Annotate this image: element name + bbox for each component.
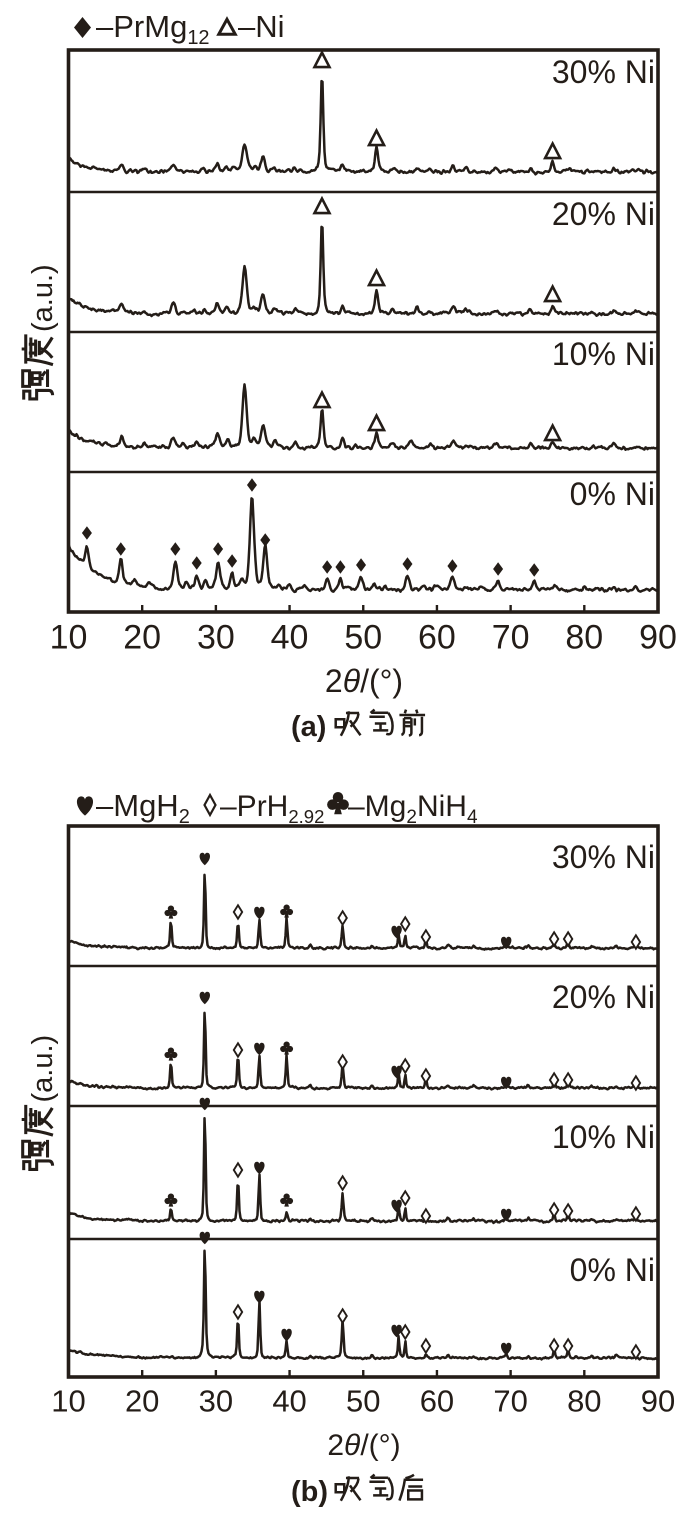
svg-text:90: 90: [639, 619, 677, 657]
svg-text:20% Ni: 20% Ni: [552, 979, 655, 1015]
svg-text:20: 20: [123, 619, 161, 657]
svg-text:30% Ni: 30% Ni: [552, 839, 655, 875]
svg-text:50: 50: [346, 1384, 380, 1419]
svg-text:–PrMg12: –PrMg12: [96, 9, 210, 49]
svg-text:2θ/(°): 2θ/(°): [325, 663, 403, 699]
svg-text:70: 70: [492, 619, 530, 657]
svg-text:60: 60: [418, 619, 456, 657]
svg-text:–MgH2: –MgH2: [96, 788, 190, 828]
svg-text:20: 20: [125, 1384, 159, 1419]
svg-text:50: 50: [344, 619, 382, 657]
svg-text:(a): (a): [291, 711, 326, 743]
svg-text:10% Ni: 10% Ni: [552, 1119, 655, 1155]
svg-text:(a.u.): (a.u.): [27, 264, 59, 332]
svg-text:10% Ni: 10% Ni: [552, 336, 655, 372]
svg-text:40: 40: [271, 619, 309, 657]
svg-text:30% Ni: 30% Ni: [552, 54, 655, 90]
svg-text:2θ/(°): 2θ/(°): [327, 1429, 400, 1462]
svg-text:–PrH2.92: –PrH2.92: [220, 790, 324, 827]
svg-text:80: 80: [567, 1384, 601, 1419]
svg-text:90: 90: [641, 1384, 675, 1419]
svg-text:80: 80: [565, 619, 603, 657]
svg-text:(a.u.): (a.u.): [27, 1035, 59, 1103]
svg-text:0% Ni: 0% Ni: [570, 476, 655, 512]
svg-text:(b): (b): [291, 1476, 328, 1508]
svg-text:10: 10: [51, 1384, 85, 1419]
svg-text:–Ni: –Ni: [238, 9, 285, 44]
svg-text:30: 30: [197, 619, 235, 657]
svg-text:40: 40: [272, 1384, 306, 1419]
svg-text:10: 10: [50, 619, 88, 657]
svg-text:30: 30: [199, 1384, 233, 1419]
svg-text:60: 60: [420, 1384, 454, 1419]
svg-text:70: 70: [493, 1384, 527, 1419]
svg-text:0% Ni: 0% Ni: [570, 1252, 655, 1288]
svg-text:20% Ni: 20% Ni: [552, 196, 655, 232]
